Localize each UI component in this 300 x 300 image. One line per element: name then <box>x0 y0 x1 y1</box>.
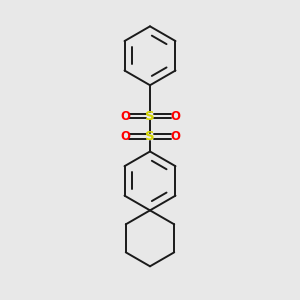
Text: O: O <box>170 110 180 123</box>
Text: O: O <box>120 130 130 143</box>
Text: O: O <box>120 110 130 123</box>
Text: S: S <box>145 130 155 143</box>
Text: S: S <box>145 110 155 123</box>
Text: O: O <box>170 130 180 143</box>
